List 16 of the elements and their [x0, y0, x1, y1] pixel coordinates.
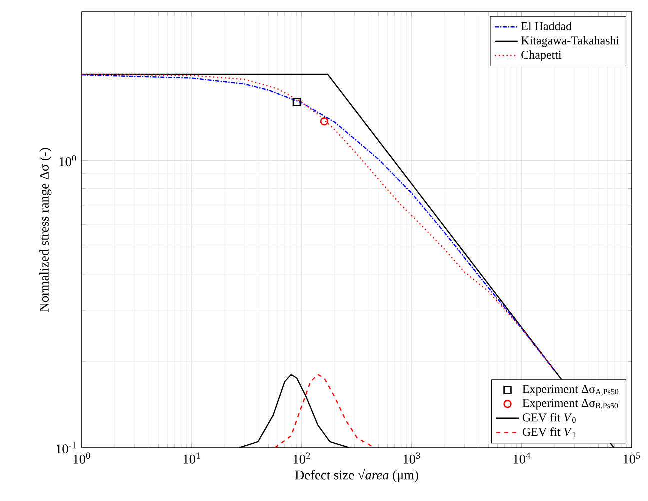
legend-label: Chapetti	[522, 50, 562, 62]
legend-label: Kitagawa-Takahashi	[521, 36, 620, 48]
x-tick-label: 10$^{4}$	[514, 452, 531, 464]
legend-label: Experiment Δσ$_{B,Ps50}$	[522, 399, 618, 410]
legend-label: GEV fit V$_{1}$	[522, 428, 576, 438]
legend-label: GEV fit V$_{0}$	[522, 413, 576, 424]
x-tick-label: 10$^{5}$	[624, 452, 640, 464]
x-tick-label: 10$^{1}$	[184, 452, 200, 464]
x-tick-label: 10$^{3}$	[404, 452, 420, 464]
x-tick-label: 10$^{2}$	[294, 452, 310, 464]
y-axis-title: Normalized stress range Δσ (-)	[40, 148, 52, 312]
legend-label: El Haddad	[521, 22, 572, 30]
y-tick-label: 10$^{-1}$	[56, 442, 76, 454]
legend-label: Experiment Δσ$_{A,Ps50}$	[522, 385, 619, 396]
x-tick-label: 10$^{0}$	[74, 452, 90, 464]
x-axis-title: Defect size √area (μm)	[295, 469, 418, 482]
